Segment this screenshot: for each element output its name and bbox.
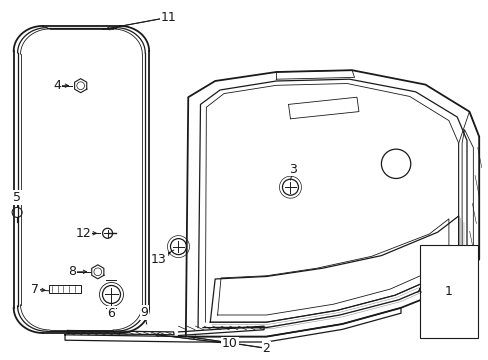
Text: 10: 10 bbox=[222, 337, 237, 350]
Text: 9: 9 bbox=[140, 306, 148, 319]
Text: 6: 6 bbox=[107, 307, 115, 320]
Text: 11: 11 bbox=[161, 11, 176, 24]
Text: 7: 7 bbox=[31, 283, 39, 296]
Text: 1: 1 bbox=[444, 285, 452, 298]
Text: 5: 5 bbox=[13, 191, 21, 204]
Text: 4: 4 bbox=[54, 79, 61, 92]
Text: 2: 2 bbox=[262, 342, 270, 355]
Text: 12: 12 bbox=[75, 227, 91, 240]
Text: 8: 8 bbox=[68, 265, 76, 278]
Text: 3: 3 bbox=[289, 163, 297, 176]
Bar bbox=[49, 285, 81, 293]
Bar bbox=[419, 245, 477, 338]
Text: 13: 13 bbox=[151, 253, 166, 266]
